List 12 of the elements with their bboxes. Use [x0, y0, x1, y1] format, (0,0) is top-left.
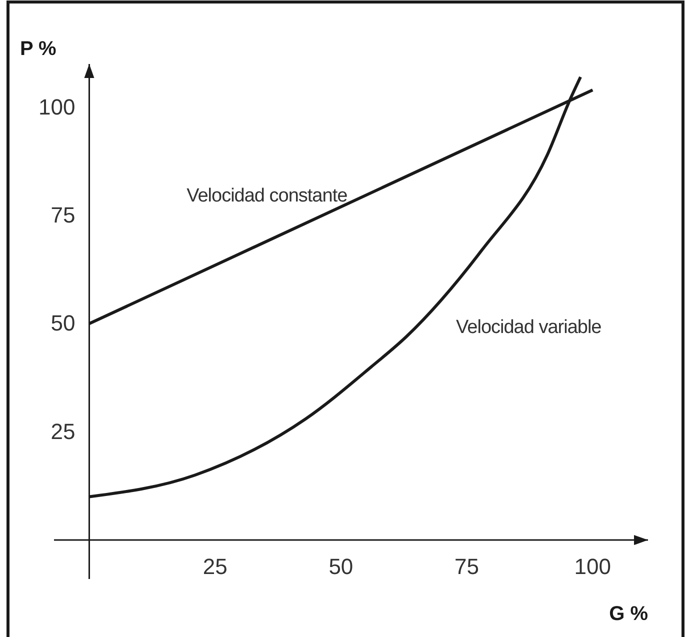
y-tick-label: 100 [38, 94, 76, 120]
x-axis-title: G % [609, 603, 648, 625]
series-label: Velocidad constante [186, 186, 348, 207]
y-axis-title: P % [20, 38, 57, 60]
x-tick-label: 100 [574, 554, 611, 579]
y-tick-label: 75 [50, 202, 76, 228]
y-tick-label: 25 [50, 418, 76, 444]
x-tick-label: 50 [328, 554, 354, 579]
series-label: Velocidad variable [456, 317, 602, 338]
y-tick-label: 50 [50, 310, 76, 336]
x-tick-label: 25 [202, 554, 228, 579]
x-tick-label: 75 [454, 554, 480, 579]
